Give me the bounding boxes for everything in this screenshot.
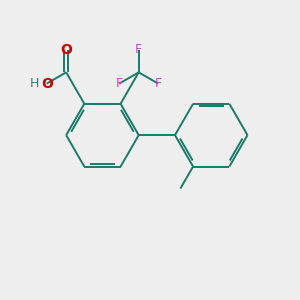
Text: O: O	[41, 76, 53, 91]
Text: H: H	[29, 77, 39, 90]
Text: F: F	[116, 77, 123, 90]
Text: F: F	[135, 44, 142, 56]
Text: O: O	[60, 43, 72, 57]
Text: F: F	[154, 77, 162, 90]
